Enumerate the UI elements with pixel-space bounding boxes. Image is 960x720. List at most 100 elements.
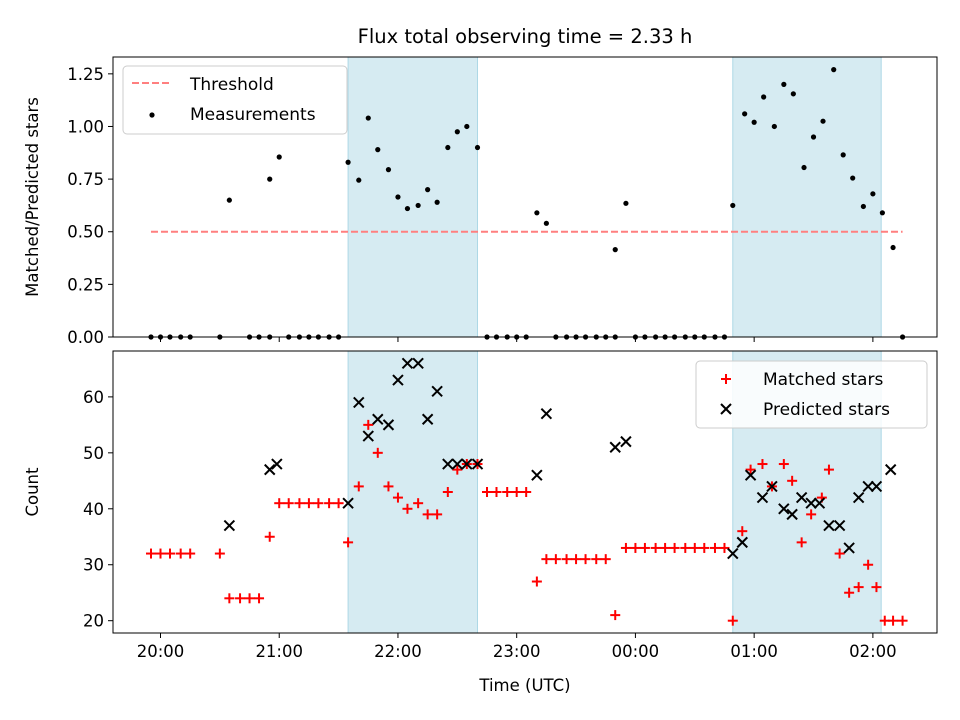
series-matched-stars bbox=[145, 419, 908, 626]
matched-star-marker bbox=[561, 554, 572, 565]
matched-star-marker bbox=[264, 531, 275, 542]
matched-star-marker bbox=[353, 481, 364, 492]
legend-box bbox=[695, 360, 928, 429]
measurement-point bbox=[345, 159, 351, 165]
marker-stroke bbox=[862, 480, 874, 493]
matched-star-marker bbox=[853, 582, 864, 593]
predicted-star-marker bbox=[461, 458, 473, 470]
marker-stroke bbox=[401, 357, 414, 370]
marker-stroke bbox=[620, 435, 632, 448]
matched-star-marker bbox=[844, 587, 855, 598]
measurement-point bbox=[464, 123, 470, 130]
measurement-point bbox=[840, 152, 846, 158]
y-tick-label: 0.25 bbox=[67, 275, 104, 294]
predicted-star-marker bbox=[852, 491, 865, 504]
predicted-star-marker bbox=[401, 357, 414, 370]
legend-label-matched: Matched stars bbox=[763, 370, 883, 390]
y-tick-label: 1.00 bbox=[67, 117, 104, 136]
legend: Threshold Measurements bbox=[122, 65, 348, 135]
marker-stroke bbox=[382, 419, 395, 431]
y-tick-label: 1.25 bbox=[67, 65, 104, 84]
measurement-point bbox=[276, 154, 282, 160]
predicted-star-marker bbox=[442, 458, 454, 470]
matched-star-marker bbox=[432, 509, 443, 520]
matched-star-marker bbox=[363, 419, 374, 430]
measurement-point bbox=[385, 167, 392, 173]
legend-label-predicted: Predicted stars bbox=[763, 400, 890, 420]
y-tick-label: 20 bbox=[83, 612, 104, 631]
matched-star-marker bbox=[175, 548, 186, 559]
matched-star-marker bbox=[806, 509, 817, 520]
matched-star-marker bbox=[333, 498, 344, 509]
marker-stroke bbox=[843, 542, 855, 554]
matched-star-marker bbox=[778, 459, 789, 470]
predicted-star-marker bbox=[833, 519, 846, 532]
matched-star-marker bbox=[699, 542, 710, 553]
marker-stroke bbox=[342, 497, 354, 509]
predicted-star-marker bbox=[609, 441, 621, 453]
x-tick-label: 02:00 bbox=[849, 642, 897, 661]
matched-star-marker bbox=[482, 487, 493, 497]
matched-star-marker bbox=[521, 487, 532, 497]
legend-measurement-swatch bbox=[149, 112, 155, 118]
measurement-point bbox=[790, 91, 796, 97]
y-tick-label: 0.00 bbox=[67, 328, 104, 347]
marker-stroke bbox=[531, 469, 543, 481]
marker-stroke bbox=[412, 357, 424, 370]
matched-star-marker bbox=[452, 464, 463, 475]
measurement-point bbox=[781, 81, 787, 87]
measurement-point bbox=[890, 244, 896, 251]
matched-star-marker bbox=[669, 542, 680, 553]
measurement-point bbox=[534, 210, 540, 216]
measurement-point bbox=[267, 176, 273, 182]
matched-star-marker bbox=[719, 542, 730, 553]
matched-star-marker bbox=[689, 542, 700, 553]
matched-star-marker bbox=[383, 481, 394, 492]
matched-star-marker bbox=[600, 554, 611, 565]
legend-predicted-swatch bbox=[720, 403, 732, 415]
marker-stroke bbox=[264, 463, 276, 476]
matched-star-marker bbox=[185, 548, 196, 559]
x-axis-label: Time (UTC) bbox=[478, 676, 570, 695]
measurement-point bbox=[742, 111, 748, 117]
matched-star-marker bbox=[620, 542, 631, 553]
measurement-point bbox=[820, 118, 826, 124]
marker-stroke bbox=[795, 491, 808, 504]
matched-star-marker bbox=[610, 610, 621, 621]
marker-stroke bbox=[609, 441, 621, 453]
measurement-point bbox=[395, 194, 401, 200]
predicted-star-marker bbox=[884, 463, 897, 476]
matched-star-marker bbox=[639, 542, 650, 553]
matched-star-marker bbox=[796, 537, 807, 548]
predicted-star-marker bbox=[362, 430, 374, 442]
matched-star-marker bbox=[164, 548, 175, 559]
y-tick-label: 0.75 bbox=[67, 170, 104, 189]
measurement-point bbox=[801, 164, 807, 171]
predicted-star-marker bbox=[823, 519, 835, 532]
y-tick-label: 60 bbox=[83, 388, 104, 407]
measurement-point bbox=[612, 247, 618, 253]
marker-stroke bbox=[431, 385, 443, 397]
legend-matched-swatch bbox=[721, 374, 731, 384]
predicted-star-marker bbox=[223, 519, 236, 532]
matched-star-marker bbox=[313, 498, 324, 509]
matched-star-marker bbox=[372, 447, 383, 458]
matched-star-marker bbox=[888, 615, 899, 626]
matched-star-marker bbox=[442, 487, 453, 497]
x-tick-label: 20:00 bbox=[137, 642, 185, 661]
predicted-star-marker bbox=[471, 458, 484, 470]
measurement-point bbox=[404, 205, 411, 212]
x-tick-label: 23:00 bbox=[493, 642, 541, 661]
predicted-star-marker bbox=[531, 469, 543, 481]
matched-star-marker bbox=[787, 475, 798, 486]
legend-label-measurements: Measurements bbox=[190, 105, 316, 125]
predicted-star-marker bbox=[421, 413, 434, 425]
measurement-point bbox=[226, 197, 232, 203]
matched-star-marker bbox=[834, 548, 845, 559]
predicted-star-marker bbox=[271, 458, 283, 470]
predicted-star-marker bbox=[766, 480, 778, 493]
measurement-point bbox=[730, 202, 736, 209]
predicted-star-marker bbox=[736, 536, 748, 549]
matched-star-marker bbox=[413, 498, 424, 509]
